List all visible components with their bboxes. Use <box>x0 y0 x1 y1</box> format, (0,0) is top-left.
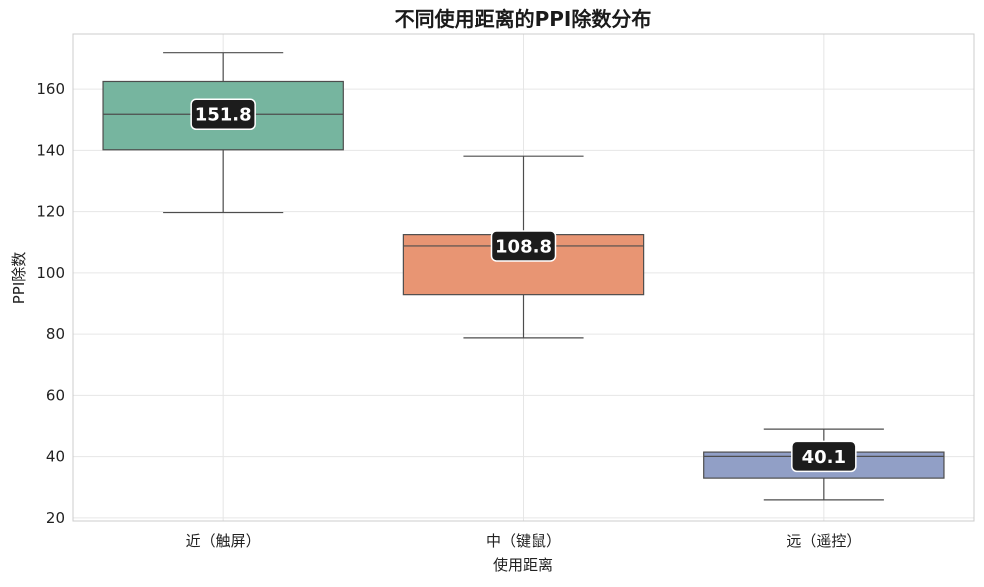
median-badge-layer: 151.8 108.8 40.1 <box>190 98 857 473</box>
y-tick-label: 140 <box>36 141 65 159</box>
x-axis-label: 使用距离 <box>493 556 553 574</box>
y-tick-label: 100 <box>36 264 65 282</box>
y-tick-label: 20 <box>46 509 65 527</box>
tick-layer: 20 40 60 80 100 120 140 160 近（触屏） 中（键鼠） 远（遥控） <box>36 80 861 550</box>
y-tick-label: 120 <box>36 203 65 221</box>
median-badge-label: 40.1 <box>802 447 846 468</box>
median-badge <box>490 230 557 262</box>
x-tick-label: 远（遥控） <box>786 532 861 550</box>
x-tick-label: 近（触屏） <box>186 532 261 550</box>
y-tick-label: 160 <box>36 80 65 98</box>
plot-frame <box>72 33 975 522</box>
y-axis-label: PPI除数 <box>10 252 28 305</box>
median-badge <box>190 98 256 130</box>
y-tick-label: 80 <box>46 325 65 343</box>
median-badge-label: 108.8 <box>495 236 552 257</box>
y-tick-label: 60 <box>46 386 65 404</box>
y-tick-label: 40 <box>46 448 65 466</box>
x-tick-label: 中（键鼠） <box>486 532 561 550</box>
median-badge <box>791 440 857 473</box>
chart-title: 不同使用距离的PPI除数分布 <box>395 7 652 31</box>
median-badge-label: 151.8 <box>195 105 252 126</box>
